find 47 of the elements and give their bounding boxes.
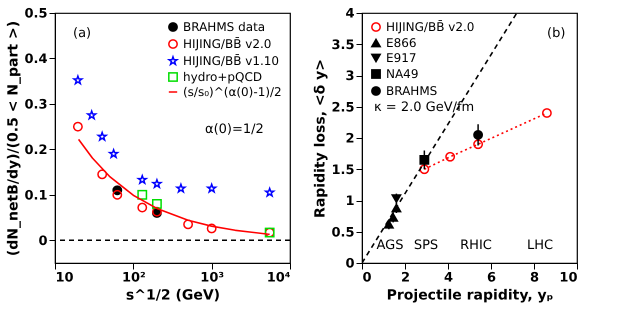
y-tick-label: 1.5 bbox=[331, 162, 354, 178]
y-tick-label: 0 bbox=[345, 256, 354, 272]
x-tick-label: 6 bbox=[486, 270, 496, 286]
annotation: SPS bbox=[414, 238, 438, 253]
x-tick-label: 2 bbox=[400, 270, 410, 286]
y-tick-label: 0.3 bbox=[24, 97, 48, 112]
annotation: (b) bbox=[547, 26, 566, 41]
y-tick-label: 0.5 bbox=[331, 225, 354, 240]
y-tick-label: 3 bbox=[345, 69, 354, 84]
y-axis-title: Rapidity loss, <δ y> bbox=[312, 59, 328, 218]
y-tick-label: 0.2 bbox=[24, 142, 48, 158]
y-tick-label: 0.4 bbox=[24, 52, 48, 67]
annotation: RHIC bbox=[460, 238, 492, 253]
x-tick-label: 10² bbox=[122, 270, 146, 286]
legend-label: BRAHMS bbox=[386, 84, 438, 98]
y-tick-label: 2.5 bbox=[331, 100, 354, 116]
annotation: α(0)=1/2 bbox=[205, 122, 264, 137]
x-tick-label: 10 bbox=[559, 270, 578, 286]
legend-label: hydro+pQCD bbox=[183, 70, 262, 84]
x-axis-title: Projectile rapidity, yₚ bbox=[386, 288, 554, 304]
legend-label: E917 bbox=[386, 51, 416, 65]
legend-label: HIJING/BB̄ v2.0 bbox=[386, 20, 474, 34]
x-tick-label: 0 bbox=[362, 270, 372, 286]
y-tick-label: 2 bbox=[345, 132, 354, 146]
annotation: LHC bbox=[526, 238, 554, 253]
x-tick-label: 10⁴ bbox=[266, 270, 291, 286]
annotation: AGS bbox=[376, 238, 404, 253]
x-axis-title: s^1/2 (GeV) bbox=[126, 288, 220, 304]
annotation: (a) bbox=[73, 26, 92, 41]
y-tick-label: 0.5 bbox=[24, 6, 48, 22]
y-tick-label: 3.5 bbox=[331, 38, 354, 53]
x-tick-label: 10 bbox=[56, 270, 74, 286]
legend-label: (s/s₀)^(α(0)-1)/2 bbox=[183, 85, 282, 99]
x-tick-label: 8 bbox=[530, 270, 540, 286]
legend-label: BRAHMS data bbox=[183, 20, 266, 34]
y-axis-title: (dN_netB/dy)/(0.5 < N_part >) bbox=[5, 20, 22, 256]
legend-label: NA49 bbox=[386, 67, 418, 81]
x-tick-label: 4 bbox=[444, 270, 454, 286]
y-tick-label: 0 bbox=[38, 234, 48, 249]
x-tick-label: 10³ bbox=[200, 270, 224, 286]
y-tick-label: 1 bbox=[345, 194, 354, 209]
annotation: κ = 2.0 GeV/fm bbox=[374, 100, 474, 115]
legend-label: E866 bbox=[386, 36, 416, 50]
y-tick-label: 4 bbox=[345, 6, 354, 22]
y-tick-label: 0.1 bbox=[24, 188, 48, 204]
legend-label: HIJING/BB̄ v1.10 bbox=[183, 54, 280, 68]
legend-label: HIJING/BB̄ v2.0 bbox=[183, 36, 272, 51]
